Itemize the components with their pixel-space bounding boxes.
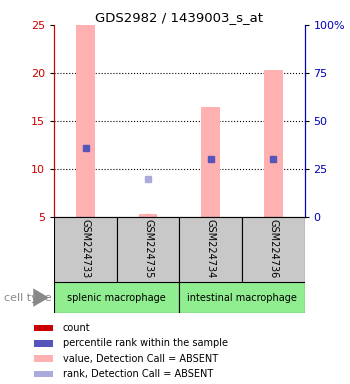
Bar <box>34 340 53 347</box>
Bar <box>264 70 282 217</box>
Bar <box>179 217 242 282</box>
Text: GSM224736: GSM224736 <box>268 218 278 278</box>
Bar <box>34 371 53 377</box>
Title: GDS2982 / 1439003_s_at: GDS2982 / 1439003_s_at <box>95 11 263 24</box>
Bar <box>179 282 304 313</box>
Bar <box>201 107 220 217</box>
Text: value, Detection Call = ABSENT: value, Detection Call = ABSENT <box>63 354 218 364</box>
Text: GSM224733: GSM224733 <box>80 218 91 278</box>
Text: GSM224735: GSM224735 <box>143 218 153 278</box>
Bar <box>76 25 95 217</box>
Text: intestinal macrophage: intestinal macrophage <box>187 293 297 303</box>
Bar <box>54 282 179 313</box>
Bar <box>242 217 304 282</box>
Text: splenic macrophage: splenic macrophage <box>68 293 166 303</box>
Text: count: count <box>63 323 90 333</box>
Text: rank, Detection Call = ABSENT: rank, Detection Call = ABSENT <box>63 369 213 379</box>
Bar <box>54 217 117 282</box>
Text: cell type: cell type <box>4 293 51 303</box>
Bar <box>139 214 158 217</box>
Bar <box>117 217 179 282</box>
Text: GSM224734: GSM224734 <box>206 218 216 278</box>
Polygon shape <box>33 288 49 307</box>
Bar <box>34 356 53 362</box>
Text: percentile rank within the sample: percentile rank within the sample <box>63 338 228 348</box>
Bar <box>34 325 53 331</box>
